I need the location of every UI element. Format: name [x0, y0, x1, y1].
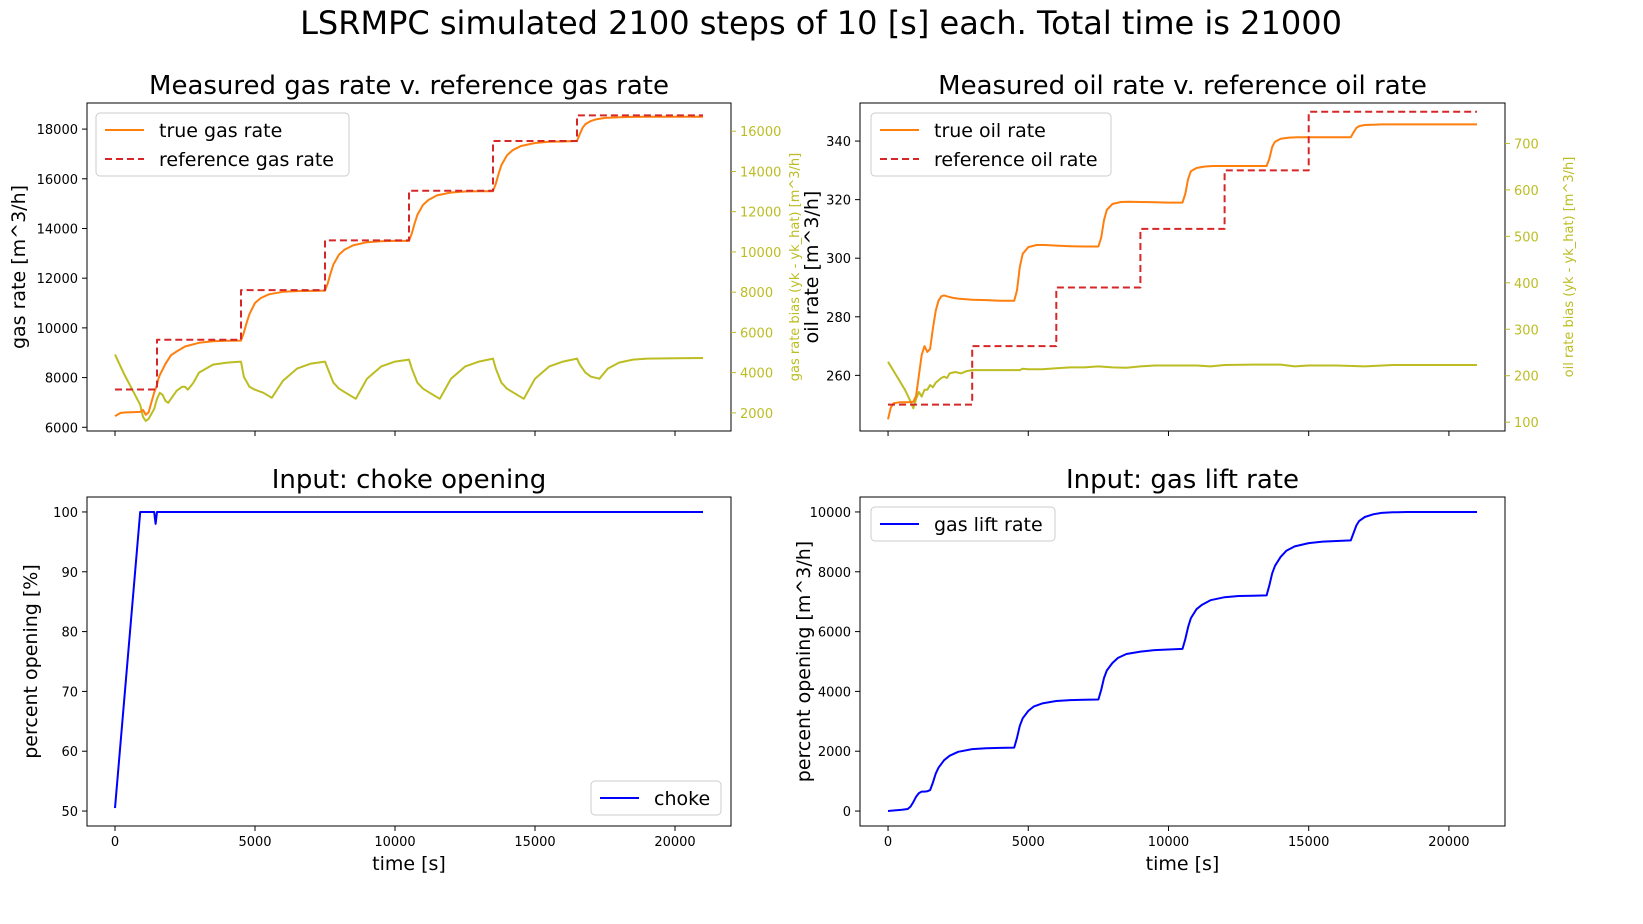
- choke-y-tick-label: 60: [61, 745, 78, 760]
- oil-y-tick-label: 320: [826, 194, 851, 209]
- gas-y-tick-label: 6000: [45, 421, 78, 436]
- oil-panel-y2-axis-label: oil rate bias (yk - yk_hat) [m^3/h]: [1562, 157, 1577, 378]
- gas-y2-tick-label: 10000: [740, 246, 781, 261]
- oil-panel-legend-box: [870, 112, 1112, 177]
- choke-x-tick-label: 15000: [514, 835, 555, 850]
- legend-label-reference-gas-rate: reference gas rate: [159, 149, 334, 171]
- gas-lift-panel-legend-box: [870, 506, 1056, 542]
- series-line-reference-gas-rate: [115, 114, 703, 391]
- gaslift-x-tick-label: 5000: [1012, 835, 1045, 850]
- gaslift-y-tick-label: 4000: [818, 685, 851, 700]
- gas-panel-legend-box: [95, 112, 350, 177]
- gaslift-y-tick-label: 8000: [818, 566, 851, 581]
- choke-y-tick-label: 100: [53, 506, 78, 521]
- gas-rate-panel: Measured gas rate v. reference gas rate …: [8, 71, 803, 436]
- gas-lift-panel-title: Input: gas lift rate: [1066, 465, 1299, 495]
- gas-panel-y-axis-label: gas rate [m^3/h]: [8, 185, 30, 349]
- oil-y-tick-label: 280: [826, 311, 851, 326]
- choke-y-tick-label: 90: [61, 566, 78, 581]
- gaslift-axes-frame: [859, 496, 1506, 827]
- gaslift-y-tick-label: 2000: [818, 745, 851, 760]
- gas-lift-panel-y-axis-label: percent opening [m^3/h]: [793, 541, 815, 782]
- gas-panel-legend: true gas rate reference gas rate: [95, 112, 350, 177]
- choke-panel-x-axis-label: time [s]: [372, 853, 446, 875]
- oil-panel-y-axis-label: oil rate [m^3/h]: [801, 191, 823, 344]
- gas-lift-panel-legend: gas lift rate: [870, 506, 1056, 542]
- legend-label-reference-oil-rate: reference oil rate: [934, 149, 1098, 171]
- gas-axes-frame: [86, 102, 732, 432]
- gas-y-tick-label: 14000: [37, 222, 78, 237]
- gas-y-tick-label: 8000: [45, 372, 78, 387]
- choke-x-tick-label: 0: [111, 835, 119, 850]
- gaslift-x-tick-label: 0: [884, 835, 892, 850]
- series-line-oil-rate-bias: [887, 361, 1477, 410]
- oil-rate-panel: Measured oil rate v. reference oil rate …: [801, 71, 1577, 436]
- gas-y-tick-label: 16000: [37, 173, 78, 188]
- choke-y-tick-label: 50: [61, 805, 78, 820]
- gas-lift-panel-x-axis-label: time [s]: [1146, 853, 1220, 875]
- gaslift-y-tick-label: 10000: [810, 506, 851, 521]
- series-line-true-oil-rate: [887, 123, 1477, 420]
- oil-panel-title: Measured oil rate v. reference oil rate: [938, 71, 1427, 101]
- gas-y-tick-label: 18000: [37, 123, 78, 138]
- choke-y-tick-label: 80: [61, 626, 78, 641]
- legend-label-true-oil-rate: true oil rate: [934, 120, 1046, 142]
- choke-y-tick-label: 70: [61, 685, 78, 700]
- series-line-reference-oil-rate: [888, 110, 1477, 406]
- oil-y2-tick-label: 700: [1514, 137, 1539, 152]
- gas-y2-tick-label: 6000: [740, 326, 773, 341]
- gas-panel-title: Measured gas rate v. reference gas rate: [149, 71, 669, 101]
- choke-x-tick-label: 5000: [238, 835, 271, 850]
- choke-panel-legend-box: [590, 780, 722, 816]
- oil-y2-tick-label: 100: [1514, 416, 1539, 431]
- series-line-gas-rate-bias: [114, 354, 704, 422]
- choke-panel-y-axis-label: percent opening [%]: [20, 564, 42, 759]
- oil-axes-frame: [859, 102, 1506, 432]
- gas-y2-tick-label: 8000: [740, 286, 773, 301]
- oil-panel-legend: true oil rate reference oil rate: [870, 112, 1112, 177]
- choke-axes-frame: [86, 496, 732, 827]
- oil-y-tick-label: 340: [826, 135, 851, 150]
- choke-x-tick-label: 10000: [374, 835, 415, 850]
- choke-panel-legend: choke: [590, 780, 722, 816]
- series-line-choke: [114, 511, 703, 809]
- choke-panel: Input: choke opening percent opening [%]…: [20, 465, 732, 875]
- oil-y2-tick-label: 400: [1514, 277, 1539, 292]
- gas-y-tick-label: 10000: [37, 322, 78, 337]
- legend-label-choke: choke: [654, 788, 710, 810]
- gaslift-y-tick-label: 0: [843, 805, 851, 820]
- oil-y2-tick-label: 200: [1514, 370, 1539, 385]
- legend-label-gas-lift-rate: gas lift rate: [934, 514, 1043, 536]
- gaslift-x-tick-label: 15000: [1288, 835, 1329, 850]
- legend-label-true-gas-rate: true gas rate: [159, 120, 282, 142]
- gas-y-tick-label: 12000: [37, 272, 78, 287]
- gas-y2-tick-label: 14000: [740, 165, 781, 180]
- choke-panel-title: Input: choke opening: [272, 465, 547, 495]
- gaslift-y-tick-label: 6000: [818, 626, 851, 641]
- gas-y2-tick-label: 4000: [740, 367, 773, 382]
- oil-y2-tick-label: 300: [1514, 323, 1539, 338]
- choke-x-tick-label: 20000: [654, 835, 695, 850]
- gaslift-x-tick-label: 20000: [1428, 835, 1469, 850]
- figure-suptitle: LSRMPC simulated 2100 steps of 10 [s] ea…: [300, 4, 1342, 42]
- gas-panel-y2-axis-label: gas rate bias (yk - yk_hat) [m^3/h]: [788, 153, 803, 381]
- oil-y2-tick-label: 600: [1514, 184, 1539, 199]
- series-line-true-gas-rate: [114, 115, 703, 417]
- gas-y2-tick-label: 16000: [740, 125, 781, 140]
- oil-y-tick-label: 260: [826, 369, 851, 384]
- series-line-gas-lift-rate: [887, 511, 1477, 812]
- gas-y2-tick-label: 12000: [740, 206, 781, 221]
- gaslift-x-tick-label: 10000: [1148, 835, 1189, 850]
- oil-y-tick-label: 300: [826, 252, 851, 267]
- gas-y2-tick-label: 2000: [740, 407, 773, 422]
- gas-lift-panel: Input: gas lift rate percent opening [m^…: [793, 465, 1506, 875]
- oil-y2-tick-label: 500: [1514, 230, 1539, 245]
